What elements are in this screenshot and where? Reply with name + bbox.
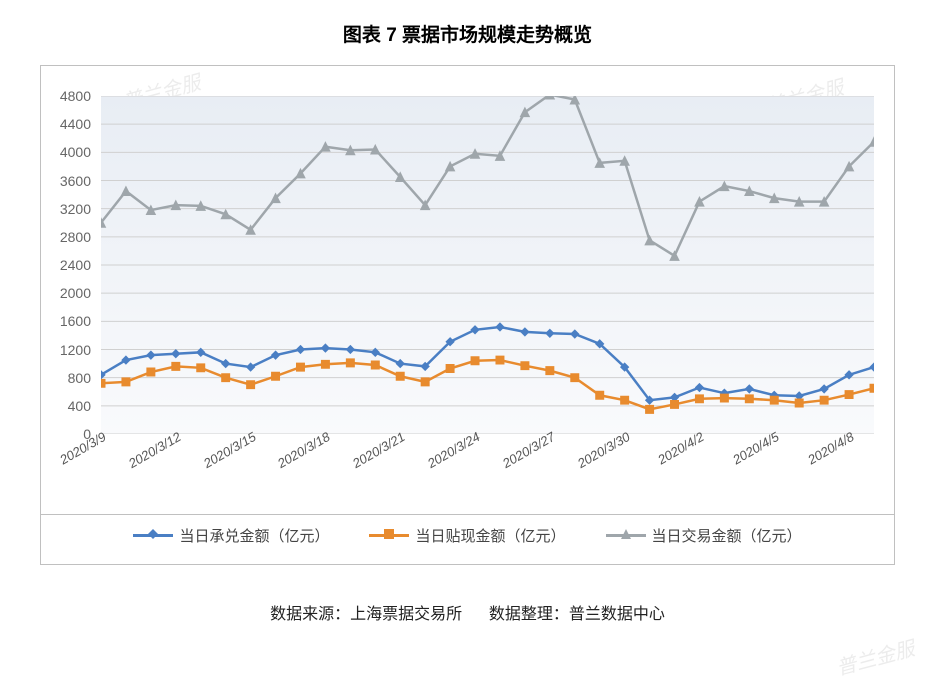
- x-tick: 2020/4/5: [730, 429, 781, 467]
- legend-item: 当日贴现金额（亿元）: [369, 525, 565, 546]
- y-tick: 3200: [41, 201, 91, 217]
- x-tick: 2020/3/12: [126, 429, 184, 471]
- y-tick: 3600: [41, 173, 91, 189]
- chart-svg: [101, 96, 874, 434]
- y-tick: 1200: [41, 342, 91, 358]
- chart-panel: 普兰金服 普兰金服 普兰金服 普兰金服 04008001200160020002…: [40, 65, 895, 565]
- y-tick: 2400: [41, 257, 91, 273]
- y-tick: 1600: [41, 313, 91, 329]
- y-tick: 800: [41, 370, 91, 386]
- legend-label: 当日贴现金额（亿元）: [415, 525, 565, 546]
- x-tick: 2020/4/2: [656, 429, 707, 467]
- y-tick: 400: [41, 398, 91, 414]
- x-tick: 2020/3/21: [350, 429, 408, 471]
- x-tick: 2020/3/18: [275, 429, 333, 471]
- plot-area: 0400800120016002000240028003200360040004…: [101, 96, 874, 434]
- chart-footer: 数据来源：上海票据交易所 数据整理：普兰数据中心: [0, 600, 935, 624]
- x-tick: 2020/3/27: [500, 429, 558, 471]
- x-tick: 2020/3/24: [425, 429, 483, 471]
- legend-item: 当日承兑金额（亿元）: [133, 525, 329, 546]
- x-tick: 2020/4/8: [805, 429, 856, 467]
- y-tick: 2000: [41, 285, 91, 301]
- legend-label: 当日交易金额（亿元）: [652, 525, 802, 546]
- y-tick: 2800: [41, 229, 91, 245]
- legend-label: 当日承兑金额（亿元）: [179, 525, 329, 546]
- y-tick: 4400: [41, 116, 91, 132]
- x-tick: 2020/3/15: [201, 429, 259, 471]
- y-tick: 4000: [41, 144, 91, 160]
- source-label: 数据来源：上海票据交易所: [270, 606, 462, 623]
- y-tick: 4800: [41, 88, 91, 104]
- chart-title: 图表 7 票据市场规模走势概览: [0, 0, 935, 65]
- watermark: 普兰金服: [833, 632, 918, 681]
- legend-item: 当日交易金额（亿元）: [606, 525, 802, 546]
- org-label: 数据整理：普兰数据中心: [489, 606, 665, 623]
- legend: 当日承兑金额（亿元） 当日贴现金额（亿元） 当日交易金额（亿元）: [41, 514, 894, 556]
- x-tick: 2020/3/30: [575, 429, 633, 471]
